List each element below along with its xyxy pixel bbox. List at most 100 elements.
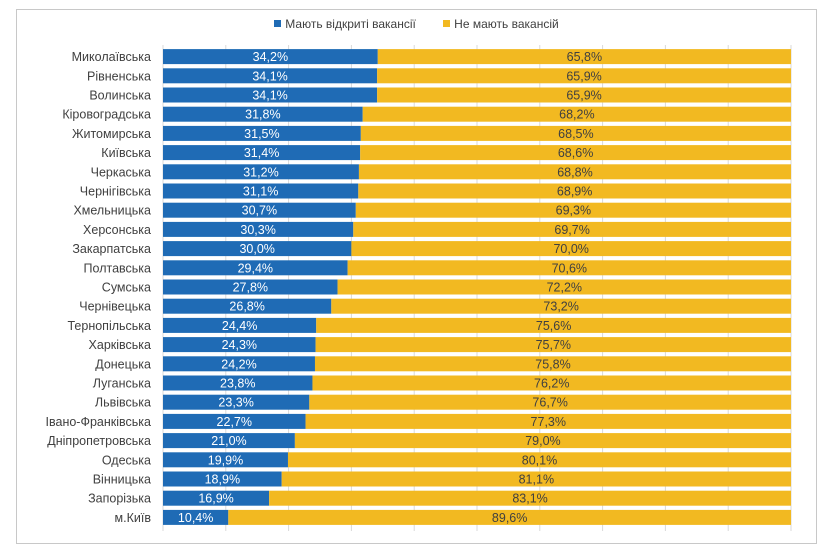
bar-no-vacancies bbox=[314, 356, 791, 372]
category-label: Дніпропетровська bbox=[47, 434, 151, 448]
category-label: Сумська bbox=[102, 281, 151, 295]
category-label: Вінницька bbox=[93, 473, 151, 487]
data-label: 81,1% bbox=[519, 473, 554, 487]
bar-with-vacancies bbox=[163, 413, 306, 429]
bar-with-vacancies bbox=[163, 49, 378, 65]
bar-with-vacancies bbox=[163, 356, 315, 372]
category-label: Хмельницька bbox=[73, 204, 151, 218]
data-label: 69,3% bbox=[556, 204, 591, 218]
bar-no-vacancies bbox=[316, 317, 791, 333]
bar-with-vacancies bbox=[163, 125, 361, 141]
data-label: 73,2% bbox=[543, 300, 578, 314]
category-label: Кіровоградська bbox=[62, 108, 151, 122]
category-label: м.Київ bbox=[115, 511, 152, 525]
bar-no-vacancies bbox=[269, 490, 792, 506]
bar-no-vacancies bbox=[294, 433, 791, 449]
bar-no-vacancies bbox=[281, 471, 791, 487]
bar-with-vacancies bbox=[163, 471, 282, 487]
bar-with-vacancies bbox=[163, 433, 295, 449]
data-label: 10,4% bbox=[178, 511, 213, 525]
data-label: 19,9% bbox=[208, 453, 243, 467]
data-label: 83,1% bbox=[512, 492, 547, 506]
category-label: Івано-Франківська bbox=[46, 415, 152, 429]
data-label: 65,9% bbox=[566, 69, 601, 83]
data-label: 31,5% bbox=[244, 127, 279, 141]
data-label: 68,8% bbox=[557, 165, 592, 179]
bar-no-vacancies bbox=[377, 68, 791, 84]
category-label: Донецька bbox=[95, 357, 151, 371]
data-label: 68,2% bbox=[559, 108, 594, 122]
bar-with-vacancies bbox=[163, 202, 356, 218]
bar-with-vacancies bbox=[163, 221, 354, 237]
data-label: 31,2% bbox=[243, 165, 278, 179]
bar-with-vacancies bbox=[163, 68, 378, 84]
data-label: 16,9% bbox=[198, 492, 233, 506]
data-label: 31,4% bbox=[244, 146, 279, 160]
bar-with-vacancies bbox=[163, 452, 288, 468]
category-label: Волинська bbox=[89, 89, 151, 103]
bar-with-vacancies bbox=[163, 183, 359, 199]
data-label: 68,9% bbox=[557, 185, 592, 199]
data-label: 21,0% bbox=[211, 434, 246, 448]
category-label: Львівська bbox=[95, 396, 151, 410]
data-label: 75,7% bbox=[536, 338, 571, 352]
legend-swatch-blue bbox=[274, 20, 282, 27]
bar-no-vacancies bbox=[362, 106, 791, 122]
category-label: Херсонська bbox=[83, 223, 151, 237]
bar-no-vacancies bbox=[353, 221, 791, 237]
bar-with-vacancies bbox=[163, 106, 363, 122]
bar-no-vacancies bbox=[309, 394, 791, 410]
legend-label: Мають відкриті вакансії bbox=[285, 16, 416, 31]
data-label: 31,1% bbox=[243, 185, 278, 199]
bar-with-vacancies bbox=[163, 279, 338, 295]
data-label: 34,1% bbox=[252, 89, 287, 103]
bar-no-vacancies bbox=[377, 49, 791, 65]
data-label: 30,7% bbox=[242, 204, 277, 218]
data-label: 69,7% bbox=[554, 223, 589, 237]
data-label: 89,6% bbox=[492, 511, 527, 525]
data-label: 30,3% bbox=[240, 223, 275, 237]
data-label: 76,7% bbox=[532, 396, 567, 410]
category-label: Миколаївська bbox=[72, 50, 151, 64]
bar-with-vacancies bbox=[163, 241, 352, 257]
legend-label: Не мають вакансій bbox=[454, 16, 559, 31]
data-label: 23,3% bbox=[218, 396, 253, 410]
data-label: 76,2% bbox=[534, 377, 569, 391]
bar-with-vacancies bbox=[163, 394, 310, 410]
category-label: Чернігівська bbox=[80, 185, 151, 199]
bar-no-vacancies bbox=[358, 183, 791, 199]
data-label: 34,1% bbox=[252, 69, 287, 83]
legend: Мають відкриті вакансії Не мають вакансі… bbox=[0, 16, 833, 31]
bar-no-vacancies bbox=[331, 298, 791, 314]
data-label: 75,6% bbox=[536, 319, 571, 333]
data-label: 30,0% bbox=[239, 242, 274, 256]
category-label: Київська bbox=[101, 146, 151, 160]
bar-with-vacancies bbox=[163, 164, 359, 180]
data-label: 34,2% bbox=[253, 50, 288, 64]
data-label: 70,0% bbox=[553, 242, 588, 256]
bar-with-vacancies bbox=[163, 375, 313, 391]
data-label: 24,3% bbox=[222, 338, 257, 352]
data-label: 26,8% bbox=[229, 300, 264, 314]
data-label: 80,1% bbox=[522, 453, 557, 467]
category-label: Тернопільська bbox=[67, 319, 151, 333]
data-label: 72,2% bbox=[547, 281, 582, 295]
bar-no-vacancies bbox=[360, 125, 791, 141]
bar-no-vacancies bbox=[347, 260, 791, 276]
bar-with-vacancies bbox=[163, 260, 348, 276]
data-label: 18,9% bbox=[205, 473, 240, 487]
data-label: 77,3% bbox=[531, 415, 566, 429]
legend-item-with-vacancies: Мають відкриті вакансії bbox=[274, 17, 416, 31]
category-label: Харківська bbox=[89, 338, 151, 352]
data-label: 23,8% bbox=[220, 377, 255, 391]
bar-no-vacancies bbox=[377, 87, 791, 103]
bar-no-vacancies bbox=[351, 241, 791, 257]
bar-with-vacancies bbox=[163, 337, 316, 353]
bar-no-vacancies bbox=[360, 145, 791, 161]
category-label: Чернівецька bbox=[79, 300, 151, 314]
bar-no-vacancies bbox=[312, 375, 791, 391]
data-label: 29,4% bbox=[238, 261, 273, 275]
bar-with-vacancies bbox=[163, 145, 361, 161]
category-label: Полтавська bbox=[84, 261, 151, 275]
